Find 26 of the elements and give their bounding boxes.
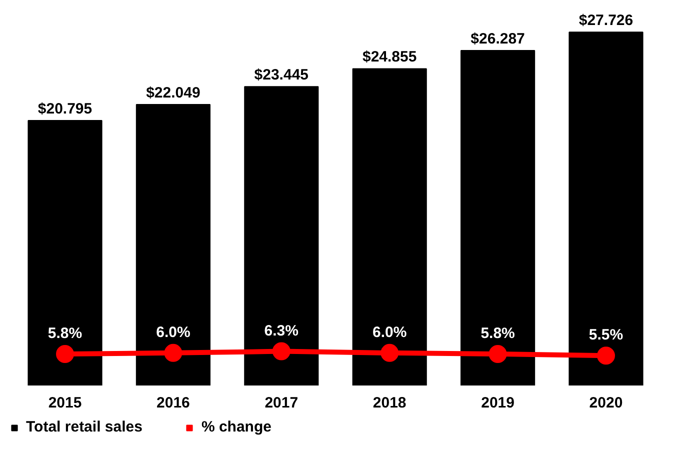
data-label: 6.3% bbox=[264, 322, 299, 340]
x-tick-label: 2018 bbox=[372, 394, 406, 412]
legend-label: Total retail sales bbox=[26, 418, 142, 436]
x-tick-label: 2015 bbox=[48, 394, 82, 412]
data-label: $24.855 bbox=[362, 48, 417, 66]
data-label: $20.795 bbox=[38, 100, 92, 118]
x-tick-label: 2019 bbox=[481, 394, 514, 412]
data-label: 6.0% bbox=[372, 324, 407, 341]
data-label: $26.287 bbox=[470, 30, 525, 48]
bar bbox=[136, 104, 210, 386]
data-label: $27.726 bbox=[578, 12, 634, 30]
bar bbox=[568, 32, 644, 386]
data-label: 5.5% bbox=[588, 326, 624, 344]
legend-label: % change bbox=[201, 418, 272, 436]
x-tick-label: 2016 bbox=[156, 394, 190, 412]
data-label: 6.0% bbox=[156, 324, 190, 341]
data-label: $23.445 bbox=[254, 66, 309, 84]
data-label: $22.049 bbox=[146, 84, 200, 102]
bar bbox=[352, 68, 427, 386]
bar bbox=[244, 86, 319, 386]
data-label: 5.8% bbox=[48, 325, 82, 342]
x-tick-label: 2020 bbox=[589, 394, 623, 412]
data-label: 5.8% bbox=[480, 325, 515, 342]
bar bbox=[460, 50, 536, 386]
bar bbox=[28, 120, 102, 386]
x-tick-label: 2017 bbox=[264, 394, 298, 412]
